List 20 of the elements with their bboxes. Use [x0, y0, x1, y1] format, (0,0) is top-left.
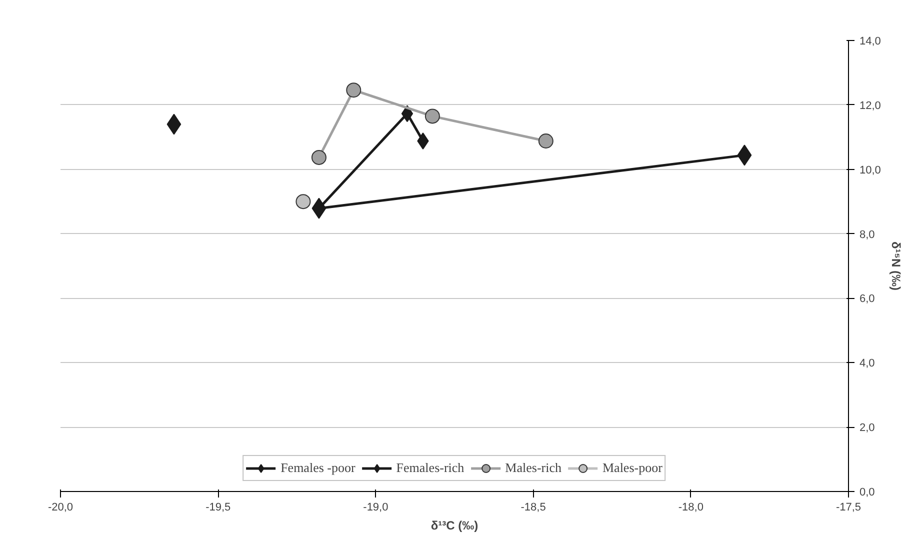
- y-tick-label: 4,0: [860, 358, 875, 370]
- legend-label: Males-rich: [505, 460, 562, 476]
- x-tick-label: -19,5: [206, 502, 231, 514]
- y-tick-label: 0,0: [860, 486, 875, 498]
- y-tick-label: 12,0: [860, 100, 881, 112]
- x-tick-label: -18,5: [520, 502, 546, 514]
- x-tick-label: -20,0: [48, 502, 74, 514]
- legend-label: Females -poor: [280, 460, 356, 476]
- y-tick-label: 14,0: [860, 36, 881, 48]
- x-tick-label: -18,0: [678, 502, 704, 514]
- x-tick-label: -19,0: [363, 502, 388, 514]
- y-tick-label: 2,0: [860, 422, 875, 434]
- y-tick-label: 10,0: [860, 164, 881, 176]
- y-axis-title: δ¹⁵N (‰): [888, 242, 903, 290]
- x-tick-label: -17,5: [836, 502, 862, 514]
- y-tick-label: 8,0: [860, 228, 875, 241]
- legend-label: Females-rich: [396, 460, 464, 476]
- legend-label: Males-poor: [602, 460, 662, 476]
- y-tick-label: 6,0: [860, 293, 875, 306]
- x-axis-title: δ¹³C (‰): [430, 518, 478, 532]
